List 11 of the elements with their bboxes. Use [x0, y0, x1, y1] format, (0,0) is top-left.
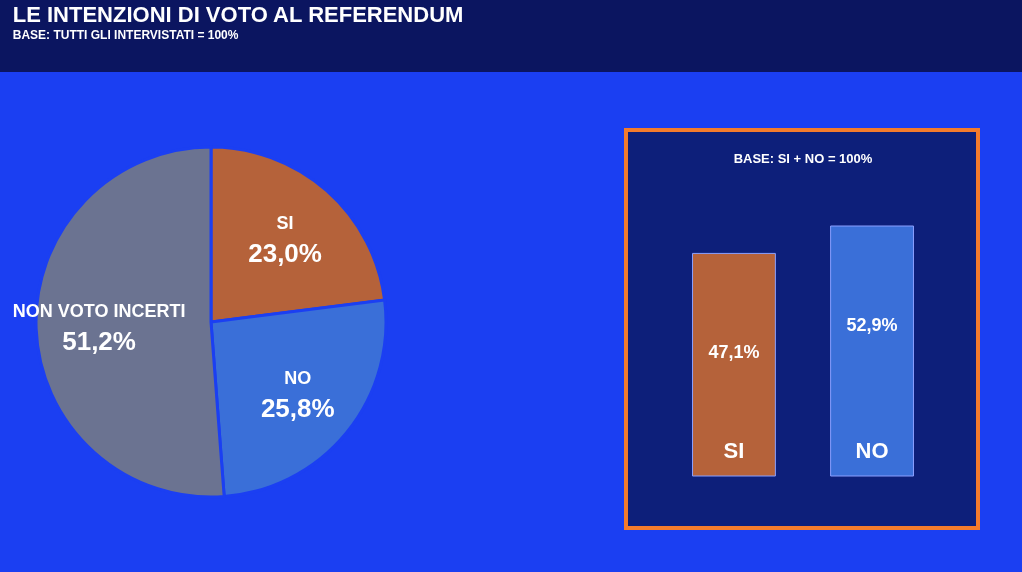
- data-label: 52,9%: [846, 315, 898, 335]
- data-label: 25,8%: [260, 392, 335, 423]
- slice-label: SI: [276, 212, 294, 233]
- chart-title: BASE: SI + NO = 100%: [733, 150, 873, 166]
- data-label: 51,2%: [62, 326, 136, 357]
- chart-title: LE INTENZIONI DI VOTO AL REFERENDUM: [12, 2, 464, 27]
- slice-label: NON VOTO INCERTI: [12, 301, 186, 322]
- chart-subtitle: BASE: TUTTI GLI INTERVISTATI = 100%: [12, 28, 239, 42]
- data-label: 23,0%: [248, 237, 322, 268]
- slice-label: NO: [284, 367, 312, 388]
- data-label: 47,1%: [708, 342, 760, 363]
